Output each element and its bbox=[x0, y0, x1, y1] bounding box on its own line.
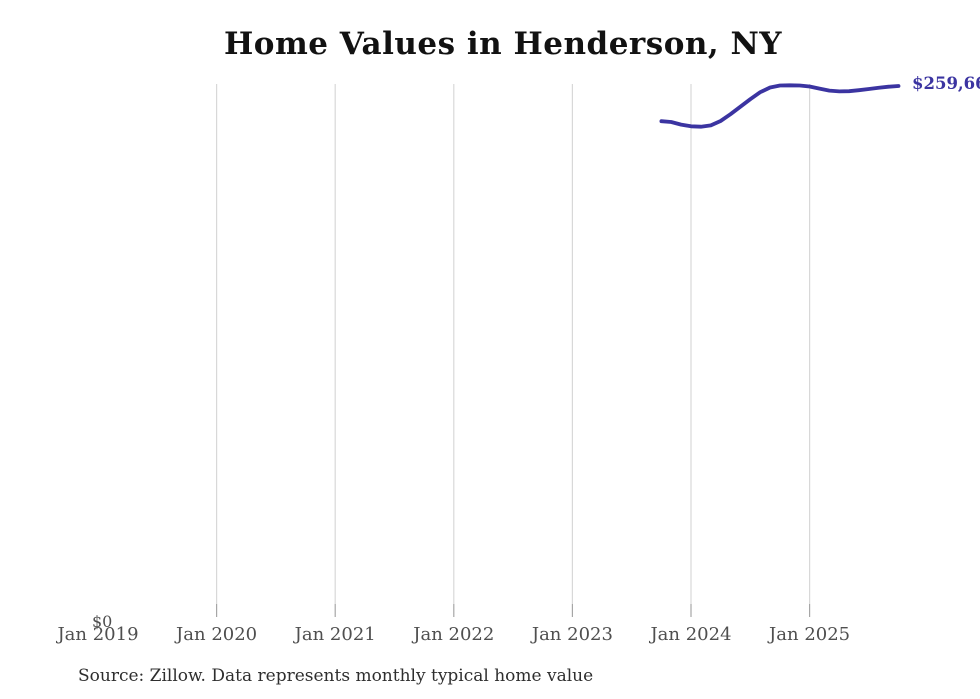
x-axis-tick-label: Jan 2025 bbox=[769, 624, 851, 645]
x-axis-tick-label: Jan 2024 bbox=[650, 624, 732, 645]
y-axis-zero-label: $0 bbox=[92, 612, 113, 631]
x-axis-tick-label: Jan 2022 bbox=[413, 624, 495, 645]
x-axis-tick-label: Jan 2023 bbox=[531, 624, 613, 645]
x-axis-tick-label: Jan 2021 bbox=[294, 624, 376, 645]
source-note: Source: Zillow. Data represents monthly … bbox=[78, 666, 594, 686]
x-axis-tick-label: Jan 2020 bbox=[176, 624, 258, 645]
x-axis-tick-label: Jan 2019 bbox=[57, 624, 139, 645]
chart-title: Home Values in Henderson, NY bbox=[224, 26, 782, 62]
latest-value-label: $259,660 bbox=[912, 74, 980, 93]
home-value-line bbox=[659, 83, 901, 129]
